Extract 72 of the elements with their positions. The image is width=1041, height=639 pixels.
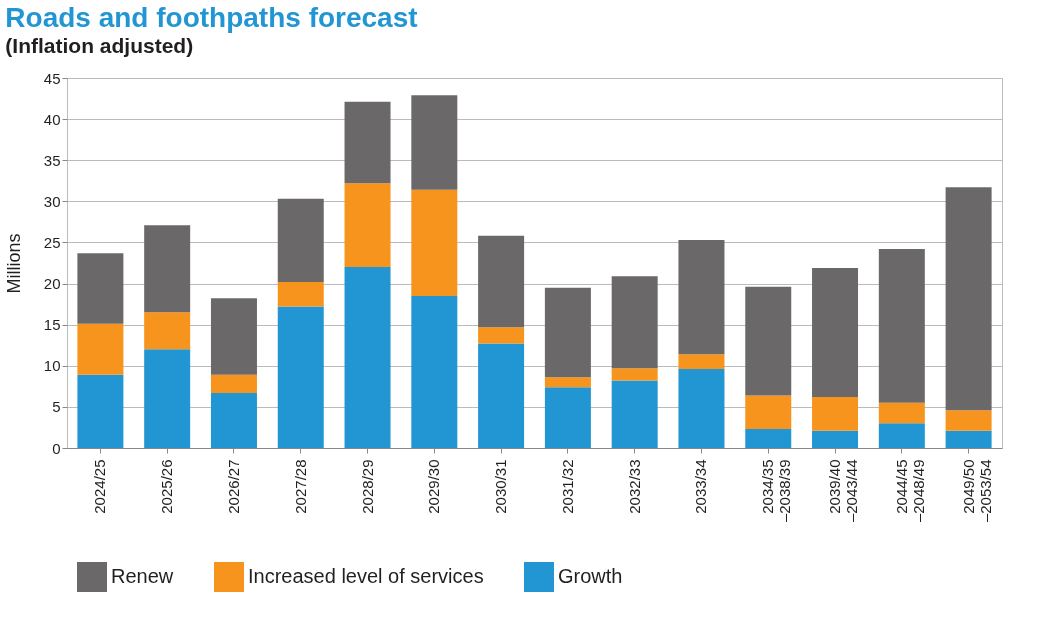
x-tick-label: 2032/33 (625, 459, 643, 514)
bar (812, 397, 859, 431)
y-tick-label: 35 (43, 151, 61, 169)
bar (478, 235, 525, 328)
bar (745, 395, 792, 430)
bar (144, 225, 191, 313)
bar (277, 306, 324, 448)
bar (210, 392, 257, 448)
bar (611, 276, 658, 369)
y-tick-label: 10 (43, 357, 61, 375)
x-tick-label: 2044/45 –2048/49 (892, 459, 927, 523)
bar (277, 281, 324, 307)
y-tick-label: 15 (43, 316, 61, 334)
x-tick-label: 2025/26 (158, 459, 176, 514)
bar (77, 374, 124, 448)
bar (878, 249, 925, 403)
y-axis-title: Millions (3, 233, 24, 294)
bar (812, 267, 859, 398)
bar (945, 410, 992, 431)
y-tick-label: 30 (43, 192, 61, 210)
bar (678, 354, 725, 370)
bar (544, 287, 591, 378)
bar (878, 423, 925, 448)
x-tick-label: 2027/28 (291, 459, 309, 514)
y-tick-label: 45 (43, 69, 61, 87)
bar (945, 187, 992, 411)
legend-label: Increased level of services (248, 565, 484, 587)
bar (77, 323, 124, 375)
bar (678, 369, 725, 448)
bar (411, 95, 458, 190)
bar (344, 183, 391, 268)
bar (411, 189, 458, 296)
bar (678, 239, 725, 355)
chart-title: Roads and foothpaths forecast (5, 2, 418, 33)
bar (478, 343, 525, 448)
y-tick-label: 5 (52, 398, 61, 416)
bar (210, 298, 257, 375)
legend-label: Renew (111, 565, 174, 587)
x-tick-label: 2031/32 (558, 459, 576, 514)
x-tick-label: 2024/25 (91, 459, 109, 514)
x-tick-label: 2039/40 –2043/44 (826, 459, 861, 523)
bar (411, 295, 458, 448)
bar (344, 101, 391, 184)
bar (478, 327, 525, 344)
x-tick-label: 2030/31 (492, 459, 510, 514)
bar (945, 430, 992, 448)
y-tick-label: 25 (43, 233, 61, 251)
bar (611, 368, 658, 381)
bar (210, 374, 257, 393)
x-tick-label: 2028/29 (358, 459, 376, 514)
bar (144, 349, 191, 448)
x-tick-label: 2026/27 (224, 459, 242, 514)
bar (878, 402, 925, 424)
bar (277, 198, 324, 282)
bar (544, 387, 591, 448)
bar (77, 253, 124, 324)
x-tick-label: 2029/30 (425, 459, 443, 514)
y-tick-label: 0 (52, 439, 61, 457)
x-tick-label: 2033/34 (692, 459, 710, 514)
chart-subtitle: (Inflation adjusted) (5, 34, 194, 57)
bar (611, 380, 658, 448)
y-tick-label: 40 (43, 110, 61, 128)
bar (544, 377, 591, 388)
y-tick-label: 20 (43, 275, 61, 293)
legend-label: Growth (558, 565, 623, 587)
bar (344, 267, 391, 448)
bar (812, 430, 859, 448)
bar (745, 429, 792, 448)
bar (144, 312, 191, 350)
x-tick-label: 2049/50 –2053/54 (959, 459, 994, 523)
bar (745, 286, 792, 396)
x-tick-label: 2034/35 –2038/39 (759, 459, 794, 523)
